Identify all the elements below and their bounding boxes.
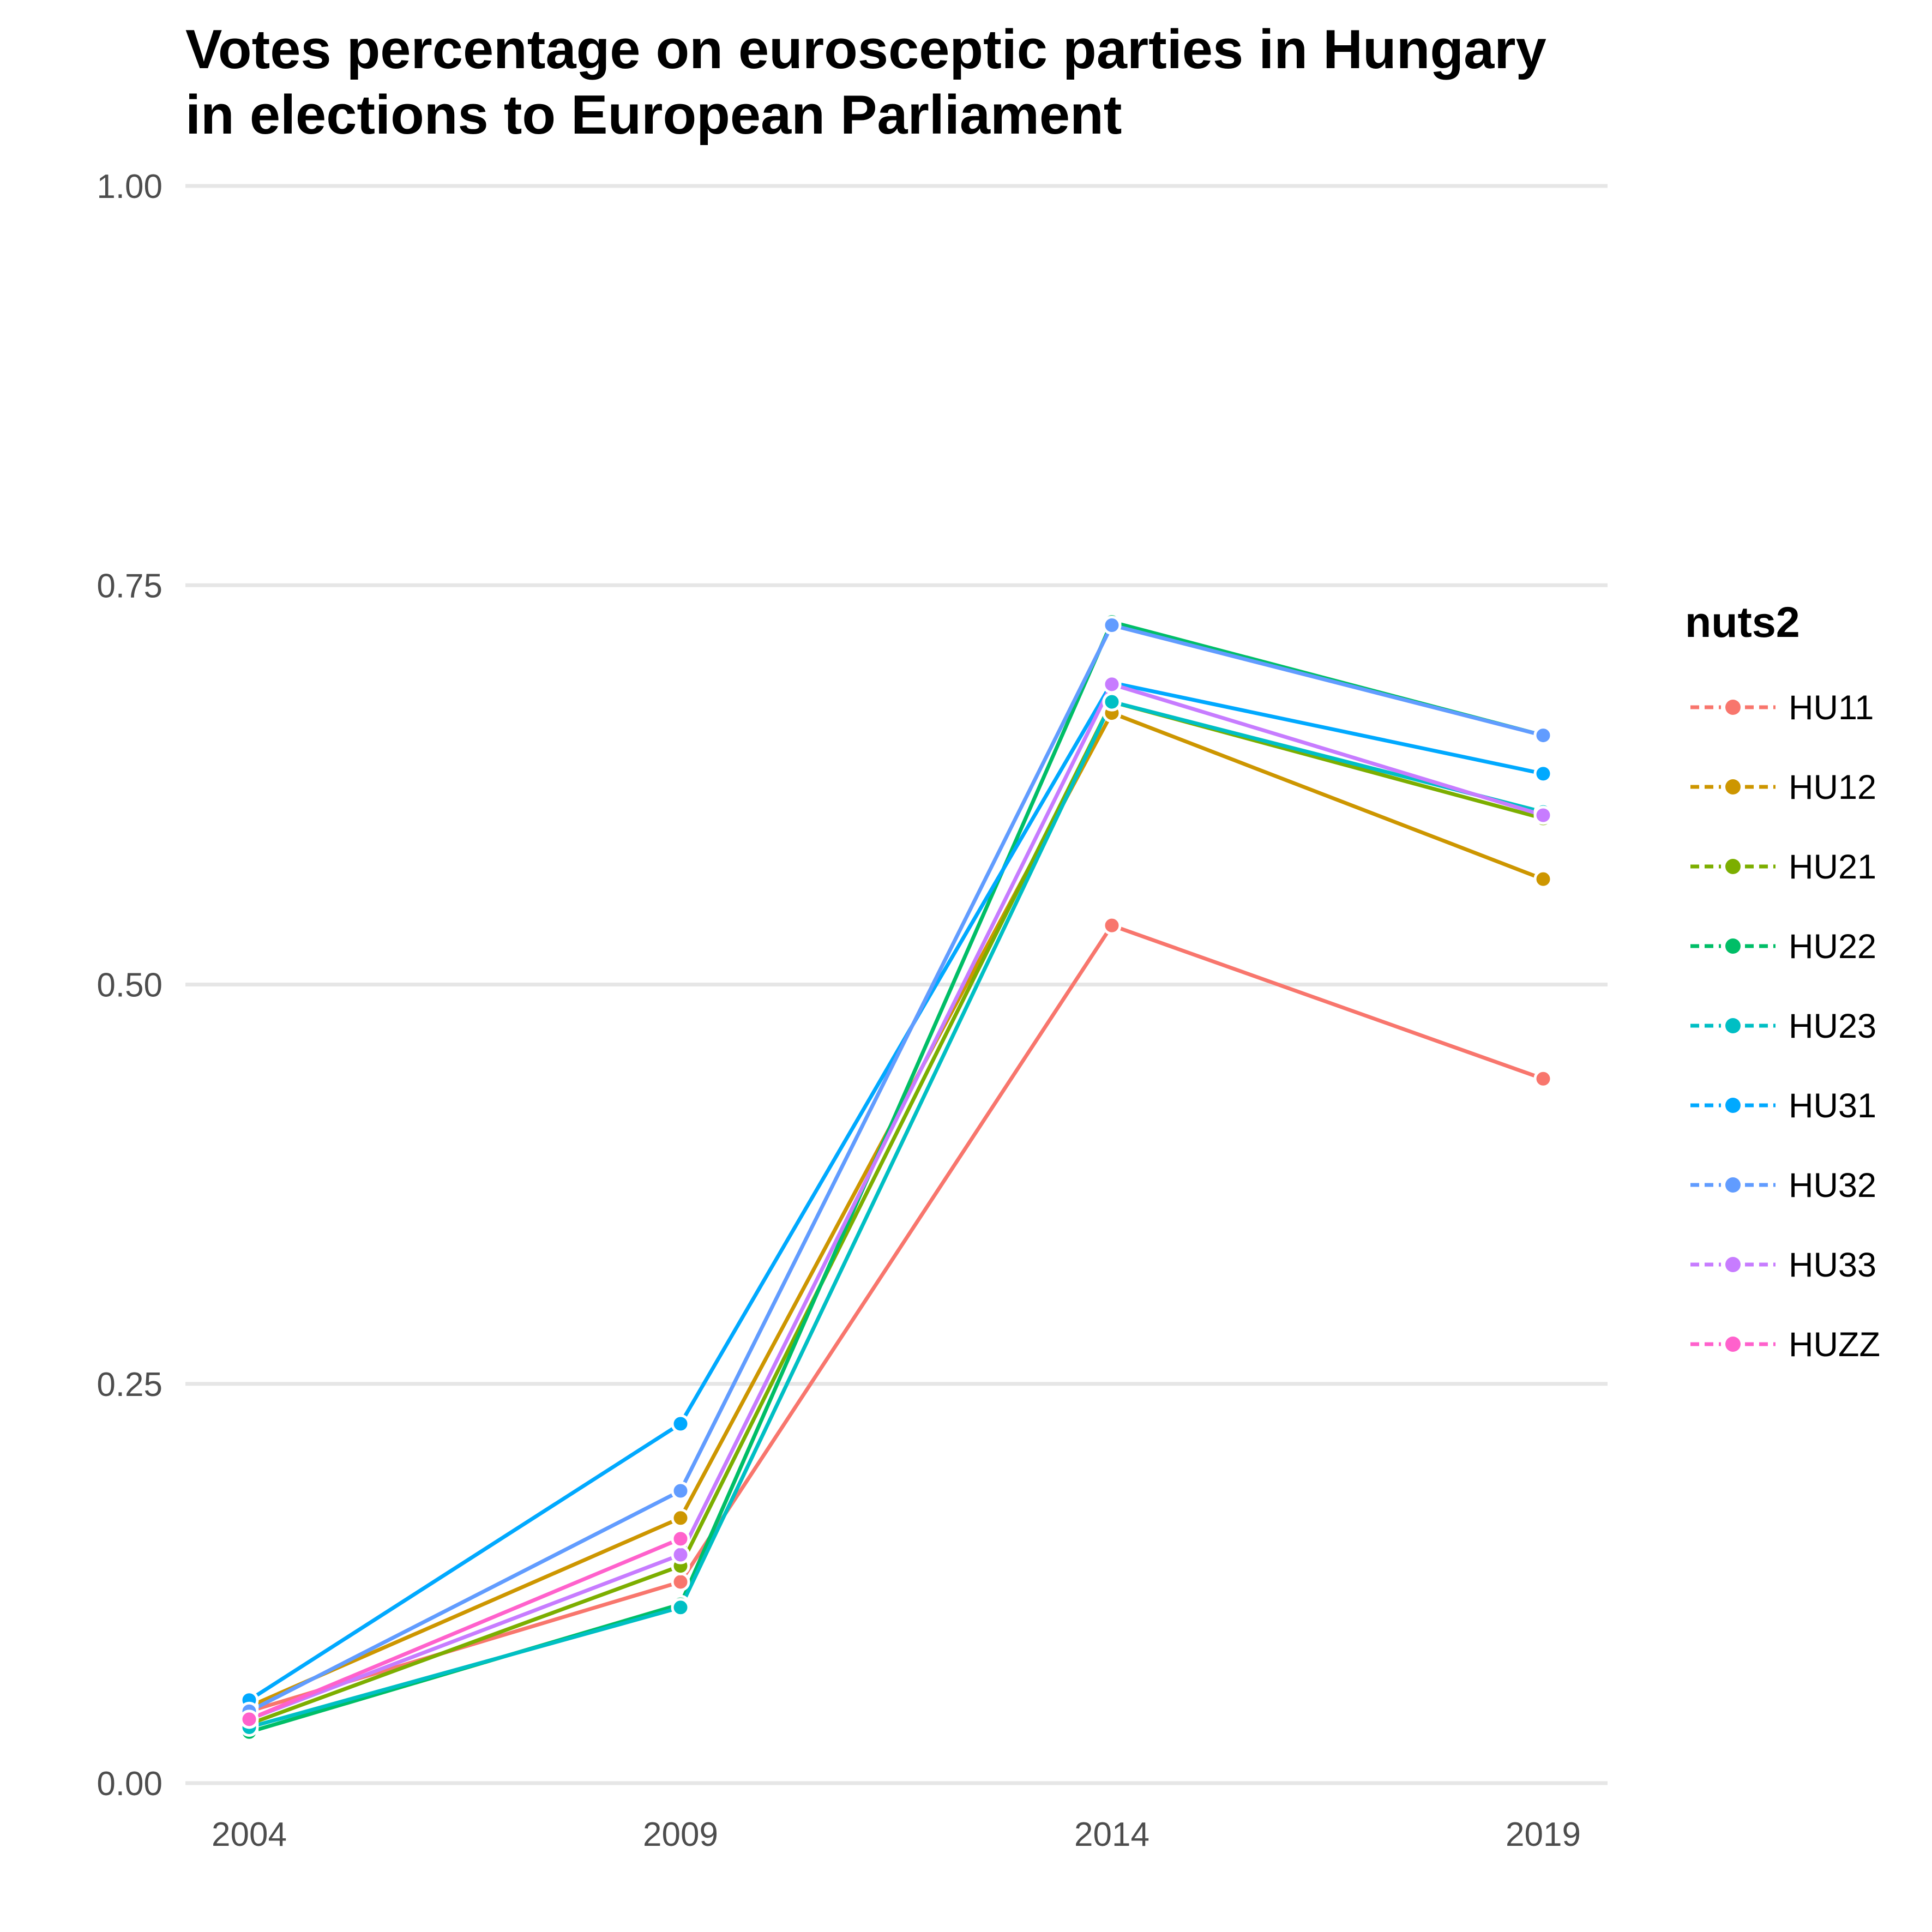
data-point-hu31-2019	[1533, 764, 1553, 784]
legend-item-hu31: HU31	[1690, 1087, 1876, 1125]
x-tick-label: 2004	[212, 1816, 287, 1853]
legend-label: HU11	[1789, 689, 1874, 727]
legend-item-huzz: HUZZ	[1690, 1326, 1880, 1364]
x-tick-label: 2009	[643, 1816, 718, 1853]
legend-key-point	[1725, 700, 1741, 715]
legend-item-hu23: HU23	[1690, 1007, 1876, 1045]
data-point-hu33-2014	[1102, 675, 1122, 694]
y-tick-label: 1.00	[97, 168, 162, 206]
y-tick-label: 0.00	[97, 1765, 162, 1803]
legend-item-hu32: HU32	[1690, 1166, 1876, 1205]
legend-items: HU11 HU12 HU21 HU22 HU23 HU31 HU32 HU33 HUZZ	[1690, 689, 1880, 1364]
chart-title-line-1: Votes percentage on eurosceptic parties …	[185, 19, 1546, 80]
data-point-hu23-2009	[671, 1598, 690, 1617]
data-point-huzz-2009	[671, 1529, 690, 1549]
legend-key-point	[1725, 779, 1741, 795]
legend-key-point	[1725, 938, 1741, 954]
data-point-hu23-2014	[1102, 692, 1122, 712]
legend: nuts2 HU11HU12HU21HU22HU23HU31HU32HU33HU…	[1685, 598, 1880, 1364]
data-point-hu32-2019	[1533, 726, 1553, 745]
legend-item-hu22: HU22	[1690, 928, 1876, 966]
legend-key-point	[1725, 1018, 1741, 1033]
legend-label: HU31	[1789, 1087, 1876, 1125]
x-tick-label: 2014	[1074, 1816, 1149, 1853]
data-point-huzz-2004	[239, 1710, 259, 1729]
series-line-hu31	[248, 681, 1544, 1702]
x-tick-label: 2019	[1506, 1816, 1581, 1853]
data-point-hu32-2009	[671, 1481, 690, 1501]
data-point-hu33-2009	[671, 1545, 690, 1564]
data-point-hu32-2014	[1102, 615, 1122, 635]
series-points	[239, 612, 1553, 1742]
legend-key-point	[1725, 1337, 1741, 1352]
legend-label: HU33	[1789, 1246, 1876, 1284]
data-point-hu11-2009	[671, 1572, 690, 1592]
data-point-hu12-2019	[1533, 869, 1553, 889]
legend-key-point	[1725, 1177, 1741, 1193]
legend-item-hu11: HU11	[1690, 689, 1874, 727]
y-tick-label: 0.75	[97, 567, 162, 605]
legend-label: HU23	[1789, 1007, 1876, 1045]
legend-key-point	[1725, 859, 1741, 874]
legend-label: HU32	[1789, 1166, 1876, 1205]
x-axis-tick-labels: 2004 2009 2014 2019	[212, 1816, 1581, 1853]
chart-title-line-2: in elections to European Parliament	[185, 85, 1122, 146]
y-axis-tick-labels: 0.00 0.25 0.50 0.75 1.00	[97, 168, 162, 1803]
data-point-hu11-2019	[1533, 1069, 1553, 1088]
series-line-hu33	[248, 682, 1544, 1722]
data-point-hu31-2009	[671, 1414, 690, 1434]
legend-key-point	[1725, 1257, 1741, 1272]
data-point-hu33-2019	[1533, 805, 1553, 825]
series-lines	[248, 620, 1544, 1734]
series-line-huzz	[248, 1537, 682, 1722]
y-tick-label: 0.50	[97, 967, 162, 1004]
legend-label: HU21	[1789, 848, 1876, 886]
y-tick-label: 0.25	[97, 1366, 162, 1404]
legend-label: HUZZ	[1789, 1326, 1880, 1364]
legend-item-hu33: HU33	[1690, 1246, 1876, 1284]
series-line-hu21	[248, 700, 1544, 1726]
legend-item-hu21: HU21	[1690, 848, 1876, 886]
series-line-hu23	[249, 700, 1544, 1729]
legend-key-point	[1725, 1098, 1741, 1113]
legend-item-hu12: HU12	[1690, 768, 1876, 806]
legend-title: nuts2	[1685, 598, 1800, 646]
legend-label: HU12	[1789, 768, 1876, 806]
data-point-hu11-2014	[1102, 916, 1122, 935]
legend-label: HU22	[1789, 928, 1876, 966]
series-line-hu32	[248, 623, 1544, 1713]
gridlines	[185, 184, 1608, 1785]
data-point-hu12-2009	[671, 1508, 690, 1528]
